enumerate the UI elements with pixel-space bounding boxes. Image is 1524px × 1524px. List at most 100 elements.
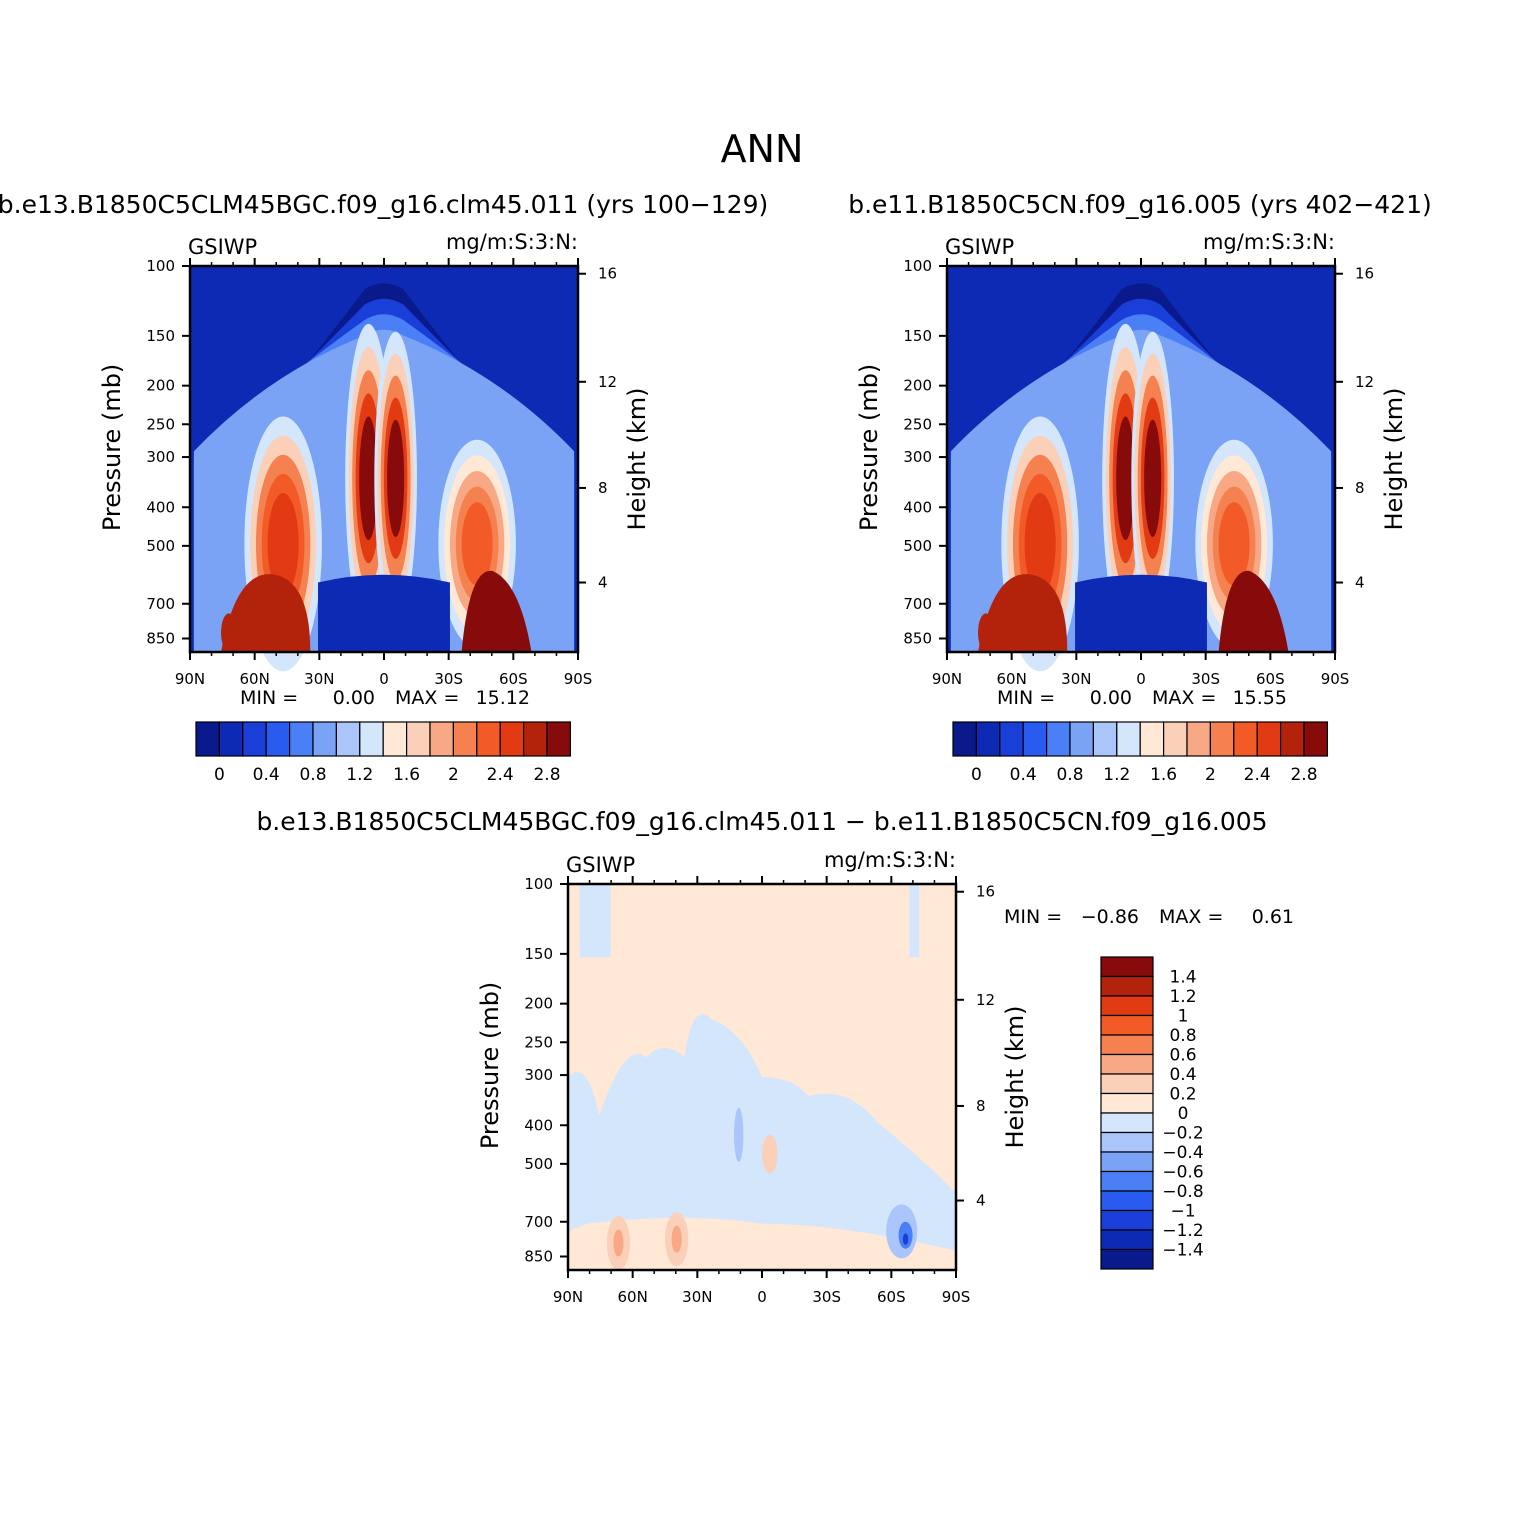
diff-positive-spot xyxy=(613,1229,624,1257)
y-tick-label: 250 xyxy=(524,1033,553,1051)
max-label: MAX = xyxy=(1159,906,1223,928)
colorbar-cell xyxy=(1100,1112,1154,1134)
y-tick-label: 400 xyxy=(903,498,932,516)
colorbar-cell xyxy=(999,721,1024,757)
colorbar-cell xyxy=(952,721,977,757)
x-tick-label: 90N xyxy=(175,670,205,688)
y-right-tick-label: 8 xyxy=(976,1097,986,1115)
plot-right-label: mg/m:S:3:N: xyxy=(446,230,578,254)
diff-positive-spot xyxy=(671,1225,682,1253)
panel-difference: b.e13.B1850C5CLM45BGC.f09_g16.clm45.011 … xyxy=(256,807,1294,1306)
colorbar-cell xyxy=(1069,721,1094,757)
colorbar-cell xyxy=(1100,956,1154,978)
max-label: MAX = xyxy=(395,687,459,709)
x-tick-label: 0 xyxy=(1136,670,1146,688)
colorbar-label: 1.4 xyxy=(1169,968,1196,988)
colorbar-cell xyxy=(476,721,501,757)
field-lobe xyxy=(387,419,405,537)
max-value: 15.55 xyxy=(1233,687,1287,709)
x-tick-label: 60N xyxy=(997,670,1027,688)
colorbar-cell xyxy=(546,721,571,757)
colorbar-label: 1.6 xyxy=(1150,765,1177,785)
min-value: −0.86 xyxy=(1081,906,1139,928)
y-tick-label: 300 xyxy=(903,448,932,466)
field-lobe xyxy=(1024,492,1056,595)
colorbar-cell xyxy=(975,721,1001,757)
colorbar-label: 2.8 xyxy=(533,765,560,785)
colorbar-cell xyxy=(1100,1170,1154,1192)
x-tick-label: 90S xyxy=(564,670,593,688)
y-right-axis-label: Height (km) xyxy=(1380,388,1408,531)
colorbar-label: 0.4 xyxy=(253,765,280,785)
min-label: MIN = xyxy=(240,687,298,709)
colorbar-cell xyxy=(265,721,291,757)
x-tick-label: 60S xyxy=(877,1288,906,1306)
figure-title: ANN xyxy=(721,127,804,171)
field-bl-max-south xyxy=(461,570,532,652)
colorbar-label: 1 xyxy=(1178,1007,1189,1027)
max-label: MAX = xyxy=(1152,687,1216,709)
y-tick-label: 100 xyxy=(146,257,175,275)
diff-negative-strip xyxy=(579,884,611,958)
x-tick-label: 90S xyxy=(1321,670,1350,688)
min-label: MIN = xyxy=(997,687,1055,709)
y-right-tick-label: 4 xyxy=(976,1192,986,1210)
panel-model-2: b.e11.B1850C5CN.f09_g16.005 (yrs 402−421… xyxy=(848,190,1432,785)
x-tick-label: 60N xyxy=(240,670,270,688)
y-tick-label: 200 xyxy=(146,377,175,395)
field-lobe xyxy=(267,492,299,595)
colorbar-label: −0.6 xyxy=(1162,1163,1203,1183)
panel-model-1: b.e13.B1850C5CLM45BGC.f09_g16.clm45.011 … xyxy=(0,190,768,785)
x-tick-label: 30S xyxy=(812,1288,841,1306)
plot-left-label: GSIWP xyxy=(188,235,257,259)
colorbar-label: −0.2 xyxy=(1162,1124,1203,1144)
y-right-tick-label: 4 xyxy=(1355,574,1365,592)
colorbar-label: 0 xyxy=(214,765,225,785)
y-tick-label: 250 xyxy=(903,415,932,433)
colorbar-label: 2 xyxy=(448,765,459,785)
colorbar-label: 0.8 xyxy=(299,765,326,785)
colorbar-cell xyxy=(289,721,314,757)
colorbar-label: −1.4 xyxy=(1162,1241,1203,1261)
field-bl-max-south xyxy=(1218,570,1289,652)
colorbar-cell xyxy=(1116,721,1141,757)
colorbar-cell xyxy=(1100,1053,1154,1075)
y-tick-label: 850 xyxy=(903,629,932,647)
diff-negative-region xyxy=(568,1014,956,1251)
y-right-tick-label: 12 xyxy=(976,991,995,1009)
colorbar-label: 1.6 xyxy=(393,765,420,785)
y-tick-label: 850 xyxy=(146,629,175,647)
y-tick-label: 100 xyxy=(524,875,553,893)
plot-left-label: GSIWP xyxy=(945,235,1014,259)
y-tick-label: 150 xyxy=(903,327,932,345)
x-tick-label: 0 xyxy=(379,670,389,688)
x-tick-label: 30S xyxy=(1191,670,1220,688)
panel-title: b.e11.B1850C5CN.f09_g16.005 (yrs 402−421… xyxy=(848,190,1432,219)
colorbar-cell xyxy=(195,721,220,757)
min-value: 0.00 xyxy=(333,687,375,709)
y-right-tick-label: 16 xyxy=(976,883,995,901)
x-tick-label: 30N xyxy=(682,1288,712,1306)
y-right-tick-label: 16 xyxy=(1355,265,1374,283)
field-lobe xyxy=(1116,416,1135,541)
colorbar-cell xyxy=(522,721,548,757)
diff-negative-spot xyxy=(734,1107,744,1162)
colorbar-cell xyxy=(1100,995,1154,1017)
x-tick-label: 0 xyxy=(757,1288,767,1306)
y-tick-label: 500 xyxy=(903,537,932,555)
y-tick-label: 500 xyxy=(146,537,175,555)
field-bl-max-north xyxy=(221,574,311,652)
field-lobe xyxy=(461,502,493,586)
colorbar-cell xyxy=(1022,721,1048,757)
y-tick-label: 400 xyxy=(524,1116,553,1134)
x-tick-label: 60N xyxy=(618,1288,648,1306)
field-bl-max-north xyxy=(978,574,1068,652)
y-right-axis-label: Height (km) xyxy=(623,388,651,531)
colorbar-cell xyxy=(1100,1034,1154,1056)
y-tick-label: 200 xyxy=(903,377,932,395)
colorbar-cell xyxy=(1233,721,1258,757)
y-tick-label: 300 xyxy=(146,448,175,466)
plot-left-label: GSIWP xyxy=(566,853,635,877)
colorbar-cell xyxy=(1045,721,1071,757)
